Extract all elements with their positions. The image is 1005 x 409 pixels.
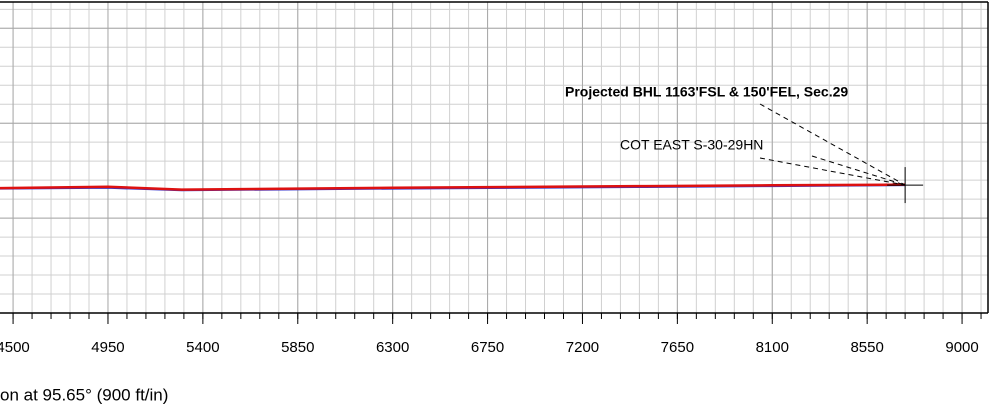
annotation: COT EAST S-30-29HN	[620, 137, 763, 153]
well-path	[0, 183, 906, 191]
leader-line	[759, 157, 906, 186]
x-tick-label: 8100	[756, 339, 789, 356]
leader-line	[759, 103, 906, 186]
annotation: Projected BHL 1163'FSL & 150'FEL, Sec.29	[565, 84, 848, 100]
x-tick-label: 4500	[0, 339, 30, 356]
x-tick-label: 5400	[186, 339, 219, 356]
x-tick-label: 7200	[566, 339, 599, 356]
x-tick-label: 9000	[945, 339, 978, 356]
x-tick-label: 6300	[376, 339, 409, 356]
x-tick-label: 8550	[850, 339, 883, 356]
x-tick-label: 6750	[471, 339, 504, 356]
x-tick-label: 4950	[91, 339, 124, 356]
x-tick-label: 7650	[661, 339, 694, 356]
x-tick-label: 5850	[281, 339, 314, 356]
leader-line	[811, 155, 906, 186]
x-axis-label: on at 95.65° (900 ft/in)	[0, 385, 168, 404]
